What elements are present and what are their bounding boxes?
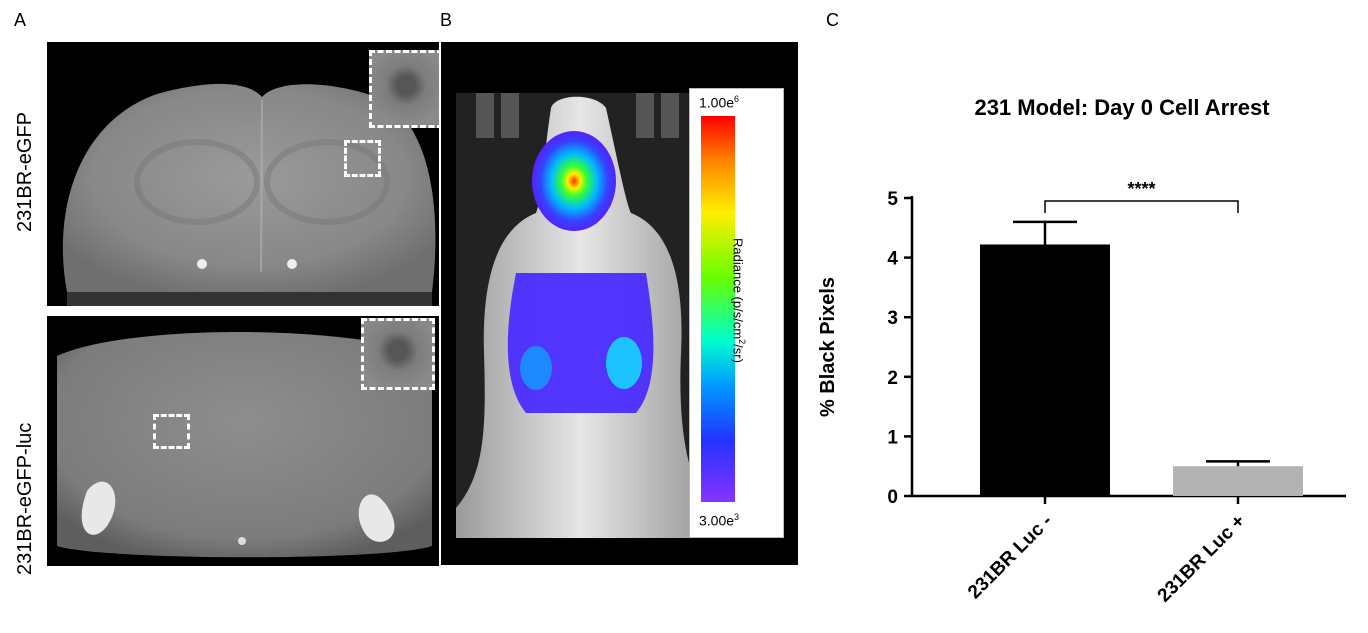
- significance-label: ****: [1127, 179, 1155, 199]
- mri-bottom-roi-box: [153, 414, 190, 449]
- bar-chart: 231 Model: Day 0 Cell Arrest % Black Pix…: [817, 95, 1346, 607]
- chart-title: 231 Model: Day 0 Cell Arrest: [974, 95, 1270, 120]
- mri-top-roi-box: [344, 140, 381, 177]
- bli-mouse-image: [456, 93, 706, 538]
- colorbar-min-label: 3.00e3: [699, 512, 740, 529]
- mri-brain-bottom-graphic: [47, 316, 439, 566]
- panel-letter-a: A: [14, 10, 27, 30]
- y-tick-label: 5: [887, 189, 898, 210]
- x-tick-label: 231BR Luc +: [1154, 511, 1250, 607]
- mri-image-top: [47, 42, 439, 306]
- y-tick-label: 2: [887, 368, 898, 389]
- bar-2: [1173, 466, 1303, 496]
- bar-1: [980, 244, 1110, 496]
- panel-letter-b: B: [440, 10, 453, 30]
- colorbar-max-label: 1.00e6: [699, 94, 740, 111]
- colorbar-axis-label: Radiance (p/s/cm2/sr): [730, 238, 747, 363]
- x-tick-label: 231BR Luc -: [964, 511, 1056, 603]
- y-tick-label: 4: [887, 249, 898, 270]
- mri-image-bottom: [47, 316, 439, 566]
- y-tick-label: 3: [887, 308, 898, 329]
- significance-bracket: [1044, 200, 1239, 213]
- y-tick-label: 1: [887, 427, 898, 448]
- bli-panel: 1.00e6 3.00e3 Radiance (p/s/cm2/sr): [441, 42, 798, 565]
- row-label-top: 231BR-eGFP: [14, 111, 36, 232]
- chart-bars: ****: [980, 179, 1303, 496]
- chart-y-axis-label: % Black Pixels: [817, 277, 839, 417]
- colorbar-gradient: [701, 116, 735, 502]
- y-tick-label: 0: [887, 487, 898, 508]
- row-label-bottom: 231BR-eGFP-luc: [14, 422, 36, 575]
- panel-letter-c: C: [826, 10, 839, 30]
- chart-axes: [910, 196, 1346, 498]
- mri-bottom-zoom-inset: [361, 318, 435, 390]
- mri-top-zoom-inset: [369, 50, 439, 128]
